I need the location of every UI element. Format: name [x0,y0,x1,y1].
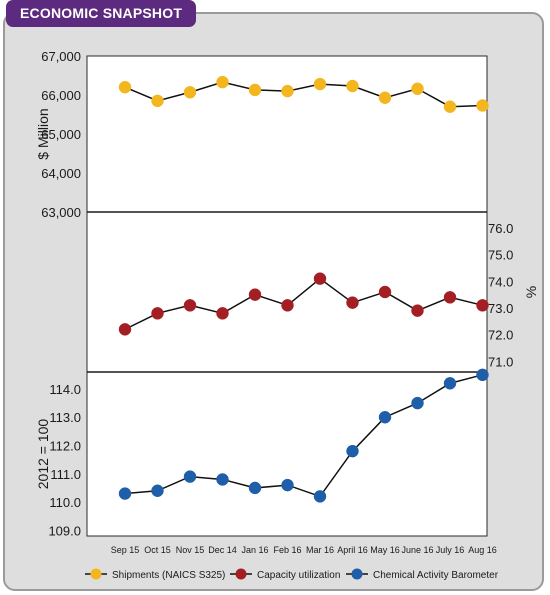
data-point [151,94,164,108]
data-point [346,79,359,93]
data-point [216,75,229,89]
x-tick-label: Sep 15 [111,545,140,555]
data-point [183,86,197,99]
y-tick-label: 66,000 [41,88,81,103]
x-tick-label: May 16 [370,545,400,555]
x-tick-label: July 16 [436,545,465,555]
data-point [476,99,489,112]
y-tick-label: 64,000 [41,166,81,181]
y-tick-label: 65,000 [41,127,81,142]
y-tick-label: 73.0 [488,301,513,316]
data-point [378,410,392,424]
y-axis-title: $ Million [35,108,51,159]
y-tick-label: 63,000 [41,205,81,220]
data-point [346,296,359,309]
legend-marker [90,568,102,580]
legend-label: Shipments (NAICS S325) [112,570,225,581]
panel-2: 76.0 75.0 74.0 73.0 72.0 71.0% [118,221,539,369]
y-tick-label: 110.0 [49,495,81,510]
data-point [183,299,197,312]
x-tick-label: June 16 [401,545,433,555]
data-point [443,100,457,113]
data-point [248,83,262,97]
data-point [411,304,424,317]
data-point [443,377,457,390]
plot-area [86,55,488,537]
data-point [411,396,424,410]
data-point [151,484,164,498]
y-axis-title: % [523,286,539,298]
y-tick-label: 113.0 [49,410,81,425]
x-tick-label: April 16 [337,545,368,555]
legend-item: Chemical Activity Barometer [346,568,499,581]
data-point [118,487,132,500]
data-point [378,91,392,104]
data-point [183,470,197,483]
page-title: ECONOMIC SNAPSHOT [6,0,197,27]
data-point [313,77,327,91]
data-point [411,82,424,96]
x-tick-label: Nov 15 [176,545,205,555]
data-point [248,288,262,301]
y-tick-label: 74.0 [488,274,513,289]
data-point [151,307,164,320]
panel-1: 67,000 66,000 65,000 64,000 63,000 $ Million [35,49,489,220]
data-point [281,478,294,492]
legend-item: Shipments (NAICS S325) [85,568,225,581]
data-point [313,490,327,503]
y-tick-label: 75.0 [488,248,513,263]
y-tick-label: 67,000 [41,49,81,64]
data-point [476,299,489,312]
x-tick-label: Feb 16 [273,545,301,555]
legend-marker [235,568,247,580]
legend-item: Capacity utilization [230,568,340,581]
data-point [281,299,294,312]
y-tick-label: 76.0 [488,221,513,236]
y-tick-label: 112.0 [49,439,81,454]
panel-3: 114.0 113.0 112.0 111.0 110.0 109.0 2012 = 100 [35,368,489,538]
data-point [476,368,489,382]
data-point [281,84,294,98]
x-tick-label: Oct 15 [144,545,171,555]
data-point [346,444,359,458]
legend-label: Capacity utilization [257,570,340,581]
legend-marker [351,568,363,580]
data-point [378,285,392,299]
y-tick-label: 72.0 [488,328,513,343]
x-tick-label: Aug 16 [468,545,497,555]
y-tick-label: 114.0 [49,382,81,397]
x-tick-label: Jan 16 [241,545,268,555]
data-point [248,481,262,495]
data-point [216,473,229,486]
data-point [118,323,132,336]
y-tick-label: 111.0 [50,467,81,482]
y-axis-title: 2012 = 100 [35,419,51,490]
data-point [118,80,132,94]
y-tick-label: 109.0 [48,523,81,538]
y-tick-label: 71.0 [488,354,513,369]
x-tick-label: Dec 14 [208,545,237,555]
data-point [313,272,327,285]
legend-label: Chemical Activity Barometer [373,570,499,581]
data-point [443,291,457,304]
data-point [216,307,229,320]
x-tick-label: Mar 16 [306,545,334,555]
